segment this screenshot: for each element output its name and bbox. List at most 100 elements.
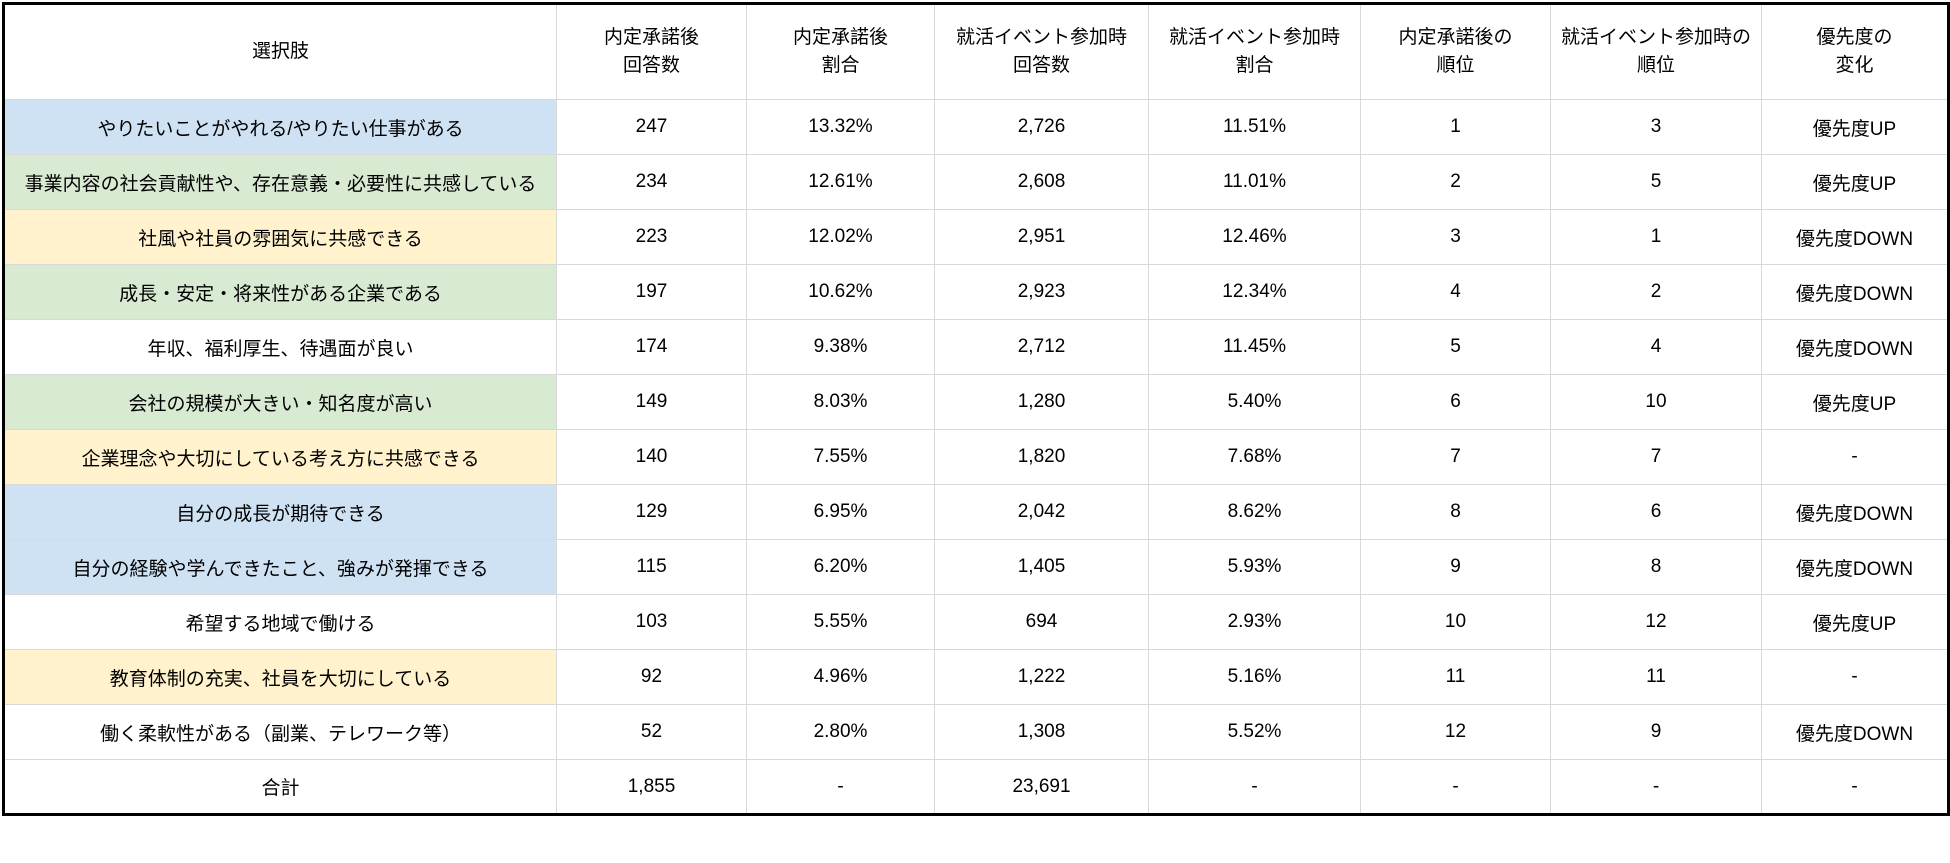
- acceptance-pct-cell: 12.61%: [746, 154, 935, 210]
- choice-label-cell: 事業内容の社会貢献性や、存在意義・必要性に共感している: [3, 154, 557, 210]
- table-row: 年収、福利厚生、待遇面が良い 174 9.38% 2,712 11.45% 5 …: [3, 319, 1949, 375]
- acceptance-count-cell: 140: [556, 429, 747, 485]
- acceptance-count-cell: 115: [556, 539, 747, 595]
- acceptance-rank-cell: 11: [1360, 649, 1551, 705]
- table-row: 自分の経験や学んできたこと、強みが発揮できる 115 6.20% 1,405 5…: [3, 539, 1949, 595]
- choice-label-cell: 合計: [3, 759, 557, 815]
- acceptance-rank-cell: 7: [1360, 429, 1551, 485]
- choice-label-cell: 成長・安定・将来性がある企業である: [3, 264, 557, 320]
- acceptance-rank-cell: 4: [1360, 264, 1551, 320]
- event-rank-cell: 7: [1550, 429, 1762, 485]
- acceptance-rank-cell: 5: [1360, 319, 1551, 375]
- col-header-acceptance-rank: 内定承諾後の 順位: [1360, 3, 1551, 100]
- event-rank-cell: 6: [1550, 484, 1762, 540]
- col-header-priority-change: 優先度の 変化: [1761, 3, 1949, 100]
- event-pct-cell: 2.93%: [1148, 594, 1361, 650]
- col-header-event-pct: 就活イベント参加時 割合: [1148, 3, 1361, 100]
- priority-change-cell: 優先度DOWN: [1761, 539, 1949, 595]
- acceptance-pct-cell: 12.02%: [746, 209, 935, 265]
- table-row: やりたいことがやれる/やりたい仕事がある 247 13.32% 2,726 11…: [3, 99, 1949, 155]
- event-pct-cell: 11.51%: [1148, 99, 1361, 155]
- event-pct-cell: 5.16%: [1148, 649, 1361, 705]
- event-count-cell: 2,923: [934, 264, 1149, 320]
- priority-change-cell: 優先度DOWN: [1761, 704, 1949, 760]
- acceptance-pct-cell: 6.95%: [746, 484, 935, 540]
- priority-change-cell: 優先度UP: [1761, 99, 1949, 155]
- table-body: やりたいことがやれる/やりたい仕事がある 247 13.32% 2,726 11…: [3, 99, 1949, 815]
- acceptance-count-cell: 92: [556, 649, 747, 705]
- acceptance-count-cell: 129: [556, 484, 747, 540]
- acceptance-count-cell: 174: [556, 319, 747, 375]
- choice-label-cell: 年収、福利厚生、待遇面が良い: [3, 319, 557, 375]
- event-rank-cell: 8: [1550, 539, 1762, 595]
- event-rank-cell: -: [1550, 759, 1762, 815]
- choice-label-cell: 社風や社員の雰囲気に共感できる: [3, 209, 557, 265]
- choice-label-cell: 希望する地域で働ける: [3, 594, 557, 650]
- table-row: 働く柔軟性がある（副業、テレワーク等） 52 2.80% 1,308 5.52%…: [3, 704, 1949, 760]
- acceptance-pct-cell: 4.96%: [746, 649, 935, 705]
- acceptance-pct-cell: 2.80%: [746, 704, 935, 760]
- event-count-cell: 2,712: [934, 319, 1149, 375]
- event-pct-cell: 8.62%: [1148, 484, 1361, 540]
- table-row: 希望する地域で働ける 103 5.55% 694 2.93% 10 12 優先度…: [3, 594, 1949, 650]
- event-pct-cell: 5.52%: [1148, 704, 1361, 760]
- priority-change-cell: 優先度DOWN: [1761, 264, 1949, 320]
- acceptance-pct-cell: 13.32%: [746, 99, 935, 155]
- table-row: 社風や社員の雰囲気に共感できる 223 12.02% 2,951 12.46% …: [3, 209, 1949, 265]
- event-count-cell: 2,608: [934, 154, 1149, 210]
- event-count-cell: 1,280: [934, 374, 1149, 430]
- event-pct-cell: 11.45%: [1148, 319, 1361, 375]
- choice-label-cell: 働く柔軟性がある（副業、テレワーク等）: [3, 704, 557, 760]
- acceptance-count-cell: 1,855: [556, 759, 747, 815]
- acceptance-rank-cell: 12: [1360, 704, 1551, 760]
- event-pct-cell: 12.46%: [1148, 209, 1361, 265]
- priority-change-cell: 優先度UP: [1761, 374, 1949, 430]
- table-row: 自分の成長が期待できる 129 6.95% 2,042 8.62% 8 6 優先…: [3, 484, 1949, 540]
- table-row: 合計 1,855 - 23,691 - - - -: [3, 759, 1949, 815]
- acceptance-pct-cell: 10.62%: [746, 264, 935, 320]
- event-count-cell: 2,726: [934, 99, 1149, 155]
- table-row: 会社の規模が大きい・知名度が高い 149 8.03% 1,280 5.40% 6…: [3, 374, 1949, 430]
- priority-comparison-table: 選択肢 内定承諾後 回答数 内定承諾後 割合 就活イベント参加時 回答数 就活イ…: [2, 2, 1950, 816]
- acceptance-count-cell: 103: [556, 594, 747, 650]
- event-pct-cell: 7.68%: [1148, 429, 1361, 485]
- acceptance-count-cell: 52: [556, 704, 747, 760]
- event-rank-cell: 2: [1550, 264, 1762, 320]
- event-pct-cell: -: [1148, 759, 1361, 815]
- event-count-cell: 1,405: [934, 539, 1149, 595]
- col-header-event-rank: 就活イベント参加時の 順位: [1550, 3, 1762, 100]
- event-count-cell: 23,691: [934, 759, 1149, 815]
- col-header-acceptance-pct: 内定承諾後 割合: [746, 3, 935, 100]
- acceptance-rank-cell: 6: [1360, 374, 1551, 430]
- acceptance-rank-cell: 8: [1360, 484, 1551, 540]
- event-pct-cell: 5.93%: [1148, 539, 1361, 595]
- acceptance-count-cell: 197: [556, 264, 747, 320]
- priority-change-cell: 優先度DOWN: [1761, 319, 1949, 375]
- acceptance-pct-cell: 7.55%: [746, 429, 935, 485]
- priority-change-cell: -: [1761, 649, 1949, 705]
- col-header-acceptance-count: 内定承諾後 回答数: [556, 3, 747, 100]
- acceptance-rank-cell: 1: [1360, 99, 1551, 155]
- acceptance-count-cell: 247: [556, 99, 747, 155]
- acceptance-count-cell: 223: [556, 209, 747, 265]
- choice-label-cell: 教育体制の充実、社員を大切にしている: [3, 649, 557, 705]
- acceptance-pct-cell: 6.20%: [746, 539, 935, 595]
- acceptance-rank-cell: 3: [1360, 209, 1551, 265]
- event-pct-cell: 5.40%: [1148, 374, 1361, 430]
- table-row: 企業理念や大切にしている考え方に共感できる 140 7.55% 1,820 7.…: [3, 429, 1949, 485]
- priority-change-cell: 優先度UP: [1761, 154, 1949, 210]
- table-header: 選択肢 内定承諾後 回答数 内定承諾後 割合 就活イベント参加時 回答数 就活イ…: [3, 3, 1949, 100]
- priority-change-cell: 優先度UP: [1761, 594, 1949, 650]
- priority-change-cell: -: [1761, 759, 1949, 815]
- acceptance-pct-cell: 9.38%: [746, 319, 935, 375]
- choice-label-cell: やりたいことがやれる/やりたい仕事がある: [3, 99, 557, 155]
- acceptance-rank-cell: 9: [1360, 539, 1551, 595]
- event-rank-cell: 4: [1550, 319, 1762, 375]
- event-rank-cell: 3: [1550, 99, 1762, 155]
- header-row: 選択肢 内定承諾後 回答数 内定承諾後 割合 就活イベント参加時 回答数 就活イ…: [3, 3, 1949, 100]
- table-row: 成長・安定・将来性がある企業である 197 10.62% 2,923 12.34…: [3, 264, 1949, 320]
- acceptance-rank-cell: -: [1360, 759, 1551, 815]
- event-pct-cell: 12.34%: [1148, 264, 1361, 320]
- table-row: 事業内容の社会貢献性や、存在意義・必要性に共感している 234 12.61% 2…: [3, 154, 1949, 210]
